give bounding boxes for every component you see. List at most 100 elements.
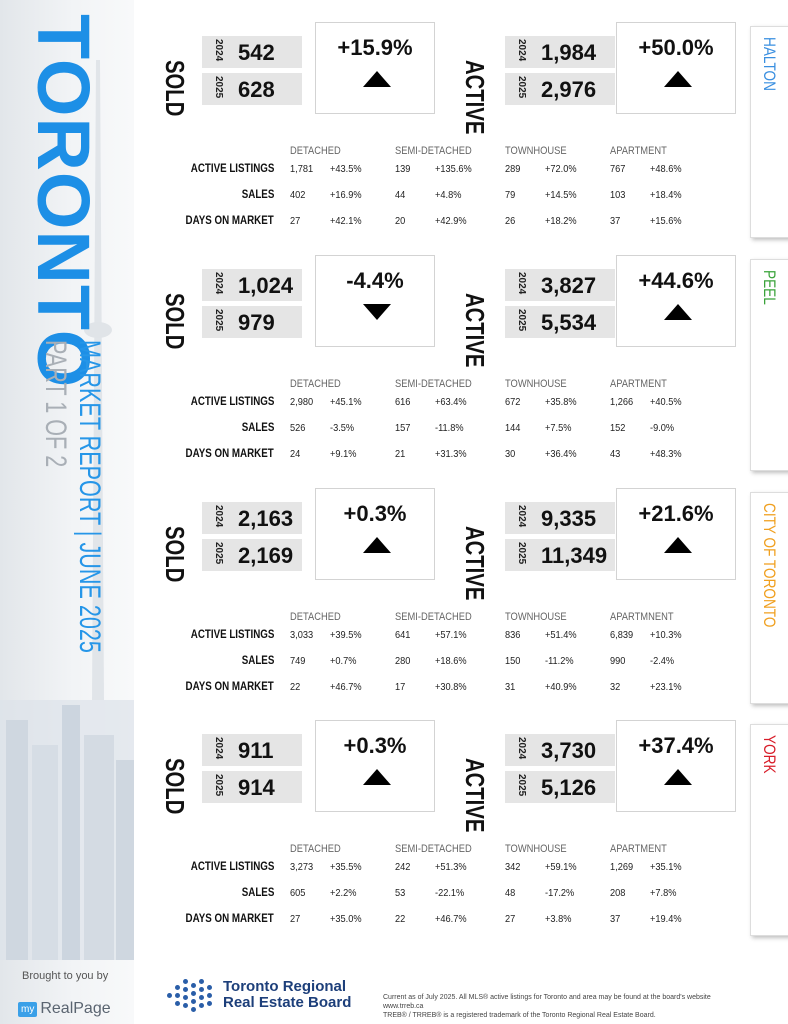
stat-change: +30.8% bbox=[435, 681, 467, 693]
arrow-up-icon bbox=[363, 71, 391, 87]
sales-row: SALES 605 +2.2% 53 -22.1% 48 -17.2% 208 +7.8% bbox=[150, 887, 710, 905]
stat-value: 27 bbox=[505, 913, 516, 925]
footer-note-line1: Current as of July 2025. All MLS® active… bbox=[383, 994, 711, 1010]
stats-column-header: TOWNHOUSE bbox=[505, 611, 567, 623]
sold-change-box: +15.9% bbox=[315, 22, 435, 114]
stat-change: +18.6% bbox=[435, 655, 467, 667]
stats-column-header: APARTMENT bbox=[610, 145, 667, 157]
region-name: HALTON bbox=[760, 37, 779, 91]
stat-value: 79 bbox=[505, 189, 516, 201]
row-label: SALES bbox=[241, 887, 274, 899]
sold-label: SOLD bbox=[160, 526, 190, 583]
year-label: 2024 bbox=[516, 272, 527, 295]
sold-pair: 2024 2,163 2025 2,169 bbox=[202, 502, 302, 576]
sold-label: SOLD bbox=[160, 758, 190, 815]
stat-change: +4.8% bbox=[435, 189, 462, 201]
active-2024-value: 3,827 bbox=[541, 273, 597, 298]
region-name: CITY OF TORONTO bbox=[760, 503, 779, 628]
realpage-logo: my RealPage bbox=[18, 1000, 111, 1018]
sold-2025-value: 628 bbox=[238, 77, 275, 102]
active-pair: 2024 9,335 2025 11,349 bbox=[505, 502, 615, 576]
stat-value: 749 bbox=[290, 655, 306, 667]
active-label: ACTIVE bbox=[460, 758, 490, 833]
stat-value: 526 bbox=[290, 422, 306, 434]
row-label: ACTIVE LISTINGS bbox=[190, 163, 274, 175]
stat-change: +48.6% bbox=[650, 163, 682, 175]
stat-change: +42.1% bbox=[330, 215, 362, 227]
arrow-down-icon bbox=[363, 304, 391, 320]
stat-value: 139 bbox=[395, 163, 411, 175]
stat-value: 26 bbox=[505, 215, 516, 227]
arrow-up-icon bbox=[664, 769, 692, 785]
stat-value: 43 bbox=[610, 448, 621, 460]
sold-2025-row: 2025 914 bbox=[202, 771, 302, 803]
region-name: YORK bbox=[760, 735, 779, 774]
active-change-pct: +37.4% bbox=[638, 733, 714, 758]
stat-value: 990 bbox=[610, 655, 626, 667]
stat-value: 48 bbox=[505, 887, 516, 899]
active-change-pct: +50.0% bbox=[638, 35, 714, 60]
sold-change-pct: +15.9% bbox=[337, 35, 413, 60]
stat-value: 144 bbox=[505, 422, 521, 434]
stat-change: -2.4% bbox=[650, 655, 675, 667]
stat-change: +72.0% bbox=[545, 163, 577, 175]
days-on-market-row: DAYS ON MARKET 24 +9.1% 21 +31.3% 30 +36.4% 43 +… bbox=[150, 448, 710, 466]
stat-change: -9.0% bbox=[650, 422, 675, 434]
active-2025-value: 11,349 bbox=[541, 543, 608, 568]
days-on-market-row: DAYS ON MARKET 27 +42.1% 20 +42.9% 26 +18.2% 37… bbox=[150, 215, 710, 233]
sold-2024-row: 2024 1,024 bbox=[202, 269, 302, 301]
sidebar: TORONTO MARKET REPORT | JUNE 2025 PART 1… bbox=[0, 0, 134, 1024]
active-2024-row: 2024 3,730 bbox=[505, 734, 615, 766]
days-on-market-row: DAYS ON MARKET 27 +35.0% 22 +46.7% 27 +3.8% 37 +… bbox=[150, 913, 710, 931]
stat-change: +35.5% bbox=[330, 861, 362, 873]
stat-change: +16.9% bbox=[330, 189, 362, 201]
region-section: SOLD 2024 911 2025 914 +0.3% ACTIVE 2024 3,730 20… bbox=[150, 720, 788, 950]
row-label: DAYS ON MARKET bbox=[185, 913, 274, 925]
trreb-name-line2: Real Estate Board bbox=[223, 994, 352, 1011]
report-subtitle: MARKET REPORT | JUNE 2025 bbox=[73, 340, 106, 653]
stat-change: +18.2% bbox=[545, 215, 577, 227]
stat-value: 1,781 bbox=[290, 163, 314, 175]
stats-column-header: SEMI-DETACHED bbox=[395, 611, 472, 623]
region-name: PEEL bbox=[760, 270, 779, 305]
active-label: ACTIVE bbox=[460, 526, 490, 601]
stat-value: 103 bbox=[610, 189, 626, 201]
active-pair: 2024 1,984 2025 2,976 bbox=[505, 36, 615, 110]
report-part: PART 1 OF 2 bbox=[39, 340, 72, 468]
sales-row: SALES 526 -3.5% 157 -11.8% 144 +7.5% 152 -9.0% bbox=[150, 422, 710, 440]
year-label: 2025 bbox=[516, 774, 527, 797]
stat-value: 616 bbox=[395, 396, 411, 408]
active-2025-row: 2025 5,126 bbox=[505, 771, 615, 803]
active-2025-row: 2025 2,976 bbox=[505, 73, 615, 105]
arrow-up-icon bbox=[363, 537, 391, 553]
sales-row: SALES 402 +16.9% 44 +4.8% 79 +14.5% 103 +18.4% bbox=[150, 189, 710, 207]
active-label: ACTIVE bbox=[460, 293, 490, 368]
active-change-box: +44.6% bbox=[616, 255, 736, 347]
active-change-pct: +44.6% bbox=[638, 268, 714, 293]
stats-column-header: TOWNHOUSE bbox=[505, 843, 567, 855]
stat-value: 208 bbox=[610, 887, 626, 899]
realpage-logo-my: my bbox=[18, 1001, 38, 1017]
stat-change: +2.2% bbox=[330, 887, 357, 899]
region-tab: PEEL bbox=[750, 259, 788, 471]
stat-change: +0.7% bbox=[330, 655, 357, 667]
stat-change: +57.1% bbox=[435, 629, 467, 641]
year-label: 2024 bbox=[213, 272, 224, 295]
stats-column-header: TOWNHOUSE bbox=[505, 378, 567, 390]
stat-value: 3,033 bbox=[290, 629, 314, 641]
active-listings-row: ACTIVE LISTINGS 3,273 +35.5% 242 +51.3% 342 +5… bbox=[150, 861, 710, 879]
stats-column-header: APARTMNENT bbox=[610, 611, 674, 623]
year-label: 2024 bbox=[516, 39, 527, 62]
stat-value: 1,266 bbox=[610, 396, 634, 408]
year-label: 2024 bbox=[213, 737, 224, 760]
stat-change: +40.9% bbox=[545, 681, 577, 693]
stat-value: 3,273 bbox=[290, 861, 314, 873]
stat-change: +46.7% bbox=[330, 681, 362, 693]
stat-change: +42.9% bbox=[435, 215, 467, 227]
row-label: SALES bbox=[241, 422, 274, 434]
stats-column-header: DETACHED bbox=[290, 843, 341, 855]
sold-change-box: +0.3% bbox=[315, 720, 435, 812]
stat-change: -22.1% bbox=[435, 887, 465, 899]
region-section: SOLD 2024 2,163 2025 2,169 +0.3% ACTIVE 2024 9,3… bbox=[150, 488, 788, 718]
stat-change: +43.5% bbox=[330, 163, 362, 175]
